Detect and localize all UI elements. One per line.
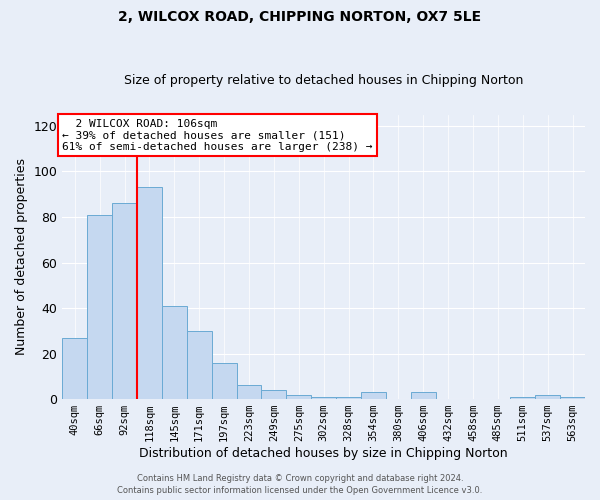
Y-axis label: Number of detached properties: Number of detached properties <box>15 158 28 356</box>
Bar <box>336 397 361 399</box>
Bar <box>112 204 137 399</box>
Text: 2, WILCOX ROAD, CHIPPING NORTON, OX7 5LE: 2, WILCOX ROAD, CHIPPING NORTON, OX7 5LE <box>118 10 482 24</box>
Bar <box>187 331 212 399</box>
Bar <box>262 390 286 399</box>
Bar <box>87 214 112 399</box>
Bar <box>361 392 386 399</box>
Bar <box>511 397 535 399</box>
Bar <box>535 394 560 399</box>
Title: Size of property relative to detached houses in Chipping Norton: Size of property relative to detached ho… <box>124 74 523 87</box>
Bar <box>236 386 262 399</box>
Bar <box>212 362 236 399</box>
Bar <box>62 338 87 399</box>
Bar <box>411 392 436 399</box>
Text: Contains HM Land Registry data © Crown copyright and database right 2024.
Contai: Contains HM Land Registry data © Crown c… <box>118 474 482 495</box>
Text: 2 WILCOX ROAD: 106sqm
← 39% of detached houses are smaller (151)
61% of semi-det: 2 WILCOX ROAD: 106sqm ← 39% of detached … <box>62 119 373 152</box>
Bar <box>311 397 336 399</box>
Bar <box>162 306 187 399</box>
X-axis label: Distribution of detached houses by size in Chipping Norton: Distribution of detached houses by size … <box>139 447 508 460</box>
Bar <box>137 188 162 399</box>
Bar <box>286 394 311 399</box>
Bar <box>560 397 585 399</box>
